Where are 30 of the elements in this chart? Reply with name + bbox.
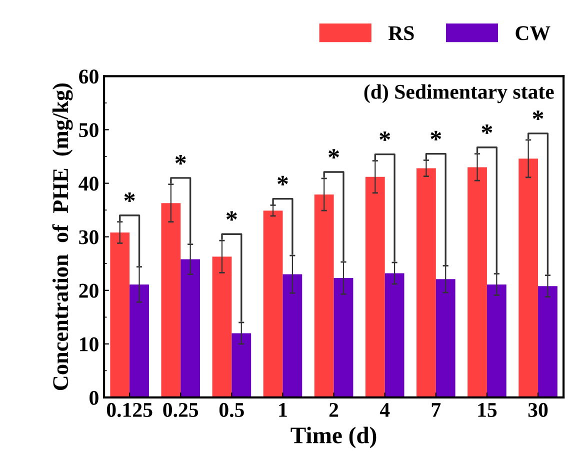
annotation: * (124, 192, 135, 202)
annotation: * (328, 149, 340, 159)
y-tick-label: 30 (79, 230, 98, 244)
annotation: (d) Sedimentary state (364, 84, 554, 104)
x-tick-label: 4 (380, 403, 390, 417)
y-tick-label: 20 (79, 284, 98, 298)
y-tick-label: 60 (79, 70, 98, 84)
x-tick-label: 0.5 (219, 402, 244, 418)
annotation: * (430, 130, 442, 140)
x-tick-label: 7 (432, 403, 441, 417)
x-tick-label: 15 (478, 403, 497, 417)
y-axis-title: Concentration of PHE (mg/kg) (52, 83, 73, 390)
x-tick-label: 0.125 (106, 402, 152, 418)
annotation: * (278, 176, 288, 186)
x-axis-title: Time (d) (290, 426, 376, 448)
legend-label: RS (388, 26, 414, 40)
legend-label: CW (516, 26, 550, 40)
y-tick-label: 40 (78, 176, 98, 191)
annotation: * (175, 155, 186, 164)
y-tick-label: 10 (80, 337, 98, 352)
x-tick-label: 30 (528, 402, 548, 417)
x-tick-label: 1 (279, 403, 287, 417)
x-tick-label: 0.25 (163, 402, 198, 418)
y-tick-label: 0 (90, 390, 98, 405)
annotation: * (226, 211, 237, 221)
annotation: * (532, 110, 544, 120)
annotation: * (380, 131, 390, 141)
x-tick-label: 2 (329, 402, 338, 417)
annotation: * (482, 124, 492, 134)
y-tick-label: 50 (79, 123, 98, 138)
